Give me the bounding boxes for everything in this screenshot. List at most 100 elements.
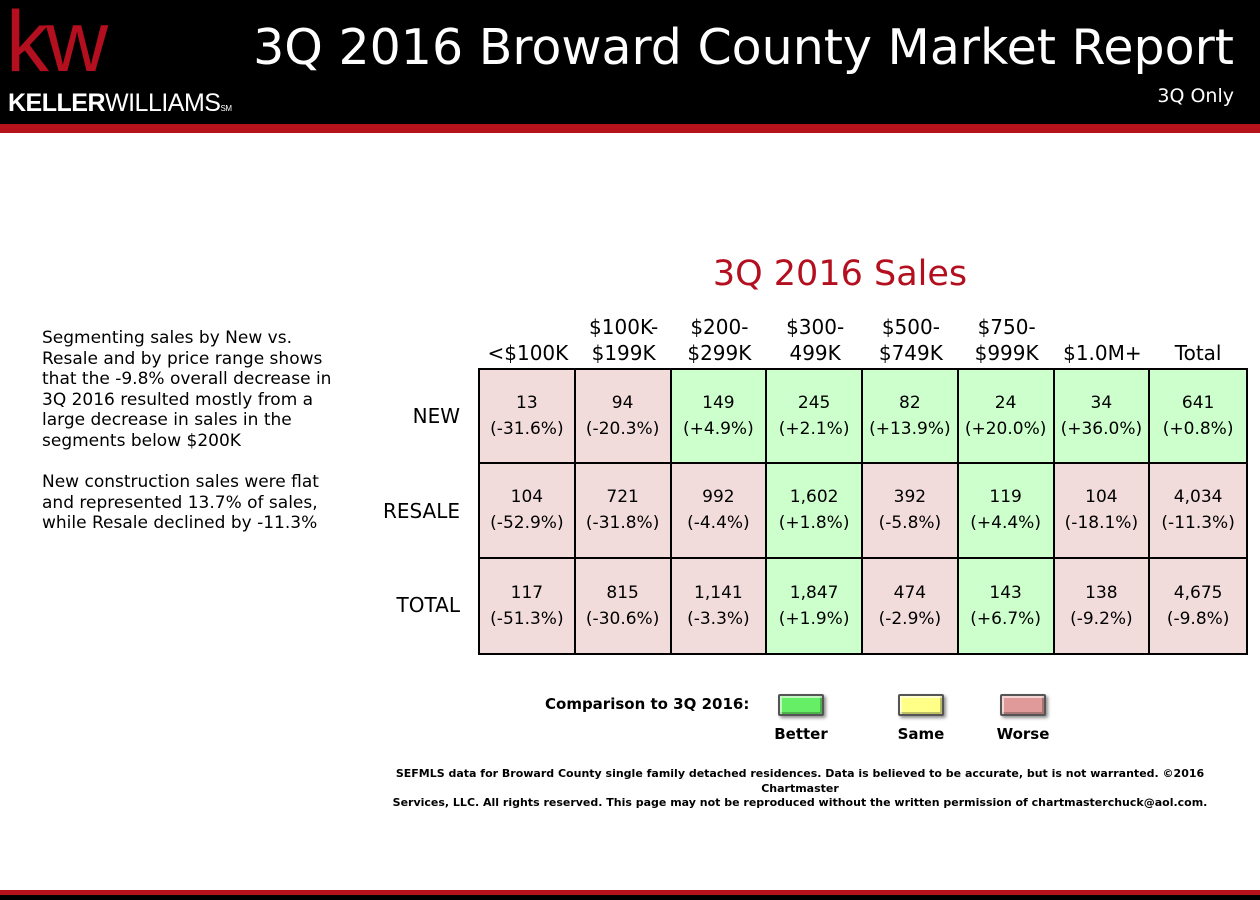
cell-value: 4,034 xyxy=(1173,487,1223,508)
cell-change: (-2.9%) xyxy=(878,608,942,629)
column-header: $1.0M+ xyxy=(1054,340,1150,366)
table-cell: 104 (-18.1%) xyxy=(1054,464,1151,559)
cell-value: 4,675 xyxy=(1173,582,1223,603)
cell-value: 104 xyxy=(1085,487,1118,508)
cell-change: (+2.1%) xyxy=(778,419,850,440)
column-header: $750- $999K xyxy=(959,314,1055,366)
table-cell: 82 (+13.9%) xyxy=(863,370,959,465)
commentary-paragraph-1: Segmenting sales by New vs. Resale and b… xyxy=(42,328,332,451)
table-cell: 24 (+20.0%) xyxy=(958,370,1055,465)
cell-change: (-31.8%) xyxy=(585,513,660,534)
commentary-paragraph-2: New construction sales were flat and rep… xyxy=(42,472,319,533)
cell-value: 815 xyxy=(606,582,639,603)
cell-change: (-5.8%) xyxy=(878,513,942,534)
cell-change: (-11.3%) xyxy=(1161,513,1235,534)
cell-value: 138 xyxy=(1085,582,1118,603)
cell-value: 13 xyxy=(516,393,538,414)
cell-value: 641 xyxy=(1181,393,1215,414)
table-cell: 4,675 (-9.8%) xyxy=(1150,558,1246,653)
cell-value: 82 xyxy=(899,393,921,414)
cell-value: 1,847 xyxy=(789,582,839,603)
table-cell: 104 (-52.9%) xyxy=(480,464,576,559)
column-header-line: $199K xyxy=(591,341,656,365)
kw-logo-mark: kw xyxy=(6,0,108,90)
column-header-line: 499K xyxy=(789,341,841,365)
row-label: NEW xyxy=(412,404,460,429)
table-cell: 641 (+0.8%) xyxy=(1150,370,1246,465)
legend-swatch-better xyxy=(778,694,824,716)
column-header-line: $299K xyxy=(687,341,752,365)
table-cell: 1,602 (+1.8%) xyxy=(767,464,863,559)
cell-value: 992 xyxy=(702,487,735,508)
table-cell: 721 (-31.8%) xyxy=(575,464,672,559)
column-header: <$100K xyxy=(480,340,576,366)
legend-swatch-same xyxy=(898,694,944,716)
cell-value: 24 xyxy=(994,393,1017,414)
column-header-line: $500- xyxy=(881,315,940,339)
footnote-line-1: SEFMLS data for Broward County single fa… xyxy=(395,767,1205,795)
column-header: $500- $749K xyxy=(863,314,959,366)
cell-value: 34 xyxy=(1090,393,1113,414)
logo-name-light: WILLIAMS xyxy=(105,89,221,117)
table-cell: 1,847 (+1.9%) xyxy=(767,558,863,653)
column-header-line: $749K xyxy=(878,341,943,365)
cell-value: 392 xyxy=(893,487,927,508)
footnote-line-2: Services, LLC. All rights reserved. This… xyxy=(392,796,1208,809)
column-header: Total xyxy=(1150,340,1246,366)
page-title: 3Q 2016 Broward County Market Report xyxy=(253,19,1234,76)
cell-change: (-51.3%) xyxy=(490,608,564,629)
footer-black-rule xyxy=(0,895,1260,900)
cell-value: 245 xyxy=(797,393,831,414)
cell-change: (-18.1%) xyxy=(1064,513,1139,534)
cell-value: 721 xyxy=(606,487,639,508)
sales-table: 13 (-31.6%) 94 (-20.3%) 149 (+4.9%) 245 (+2.1%)… xyxy=(478,368,1248,655)
table-cell: 119 (+4.4%) xyxy=(958,464,1055,559)
cell-value: 117 xyxy=(510,582,544,603)
table-cell: 4,034 (-11.3%) xyxy=(1150,464,1246,559)
logo-name-bold: KELLER xyxy=(8,89,106,117)
column-header-line: $100K- xyxy=(589,315,659,339)
column-header-line: $999K xyxy=(974,341,1039,365)
legend-swatch-worse xyxy=(1000,694,1046,716)
row-label: TOTAL xyxy=(396,592,460,617)
table-cell: 1,141 (-3.3%) xyxy=(671,558,768,653)
cell-change: (-52.9%) xyxy=(490,513,564,534)
column-header-line: $1.0M+ xyxy=(1063,341,1142,365)
table-cell: 392 (-5.8%) xyxy=(863,464,959,559)
row-label: RESALE xyxy=(382,498,460,523)
column-header: $100K- $199K xyxy=(576,314,672,366)
cell-value: 149 xyxy=(702,393,735,414)
logo-tm: SM xyxy=(220,104,232,113)
cell-change: (-20.3%) xyxy=(585,419,660,440)
legend-caption-worse: Worse xyxy=(996,725,1050,743)
header-red-rule xyxy=(0,124,1260,133)
column-header-line: <$100K xyxy=(487,341,569,365)
table-cell: 143 (+6.7%) xyxy=(958,558,1055,653)
cell-change: (+1.8%) xyxy=(778,513,850,534)
cell-change: (-31.6%) xyxy=(490,419,564,440)
page-subtitle: 3Q Only xyxy=(1157,85,1234,107)
legend-caption-same: Same xyxy=(897,725,945,743)
cell-value: 119 xyxy=(989,487,1022,508)
cell-value: 104 xyxy=(510,487,544,508)
cell-value: 143 xyxy=(989,582,1022,603)
table-cell: 992 (-4.4%) xyxy=(671,464,768,559)
table-cell: 94 (-20.3%) xyxy=(575,370,672,465)
cell-change: (-9.8%) xyxy=(1166,608,1230,629)
legend-caption-better: Better xyxy=(774,725,828,743)
cell-change: (-9.2%) xyxy=(1070,608,1133,629)
cell-change: (+4.9%) xyxy=(683,419,754,440)
legend-label: Comparison to 3Q 2016: xyxy=(545,695,750,713)
cell-change: (+6.7%) xyxy=(970,608,1041,629)
footer-red-rule xyxy=(0,890,1260,895)
cell-change: (+4.4%) xyxy=(970,513,1041,534)
table-cell: 138 (-9.2%) xyxy=(1054,558,1151,653)
column-header-line: Total xyxy=(1174,341,1222,365)
footnote: SEFMLS data for Broward County single fa… xyxy=(360,767,1240,811)
cell-value: 94 xyxy=(611,393,634,414)
table-cell: 34 (+36.0%) xyxy=(1054,370,1151,465)
cell-change: (+20.0%) xyxy=(964,419,1047,440)
column-header: $300- 499K xyxy=(767,314,863,366)
cell-change: (+0.8%) xyxy=(1162,419,1234,440)
kw-logo-name: KELLERWILLIAMSSM xyxy=(8,88,232,124)
